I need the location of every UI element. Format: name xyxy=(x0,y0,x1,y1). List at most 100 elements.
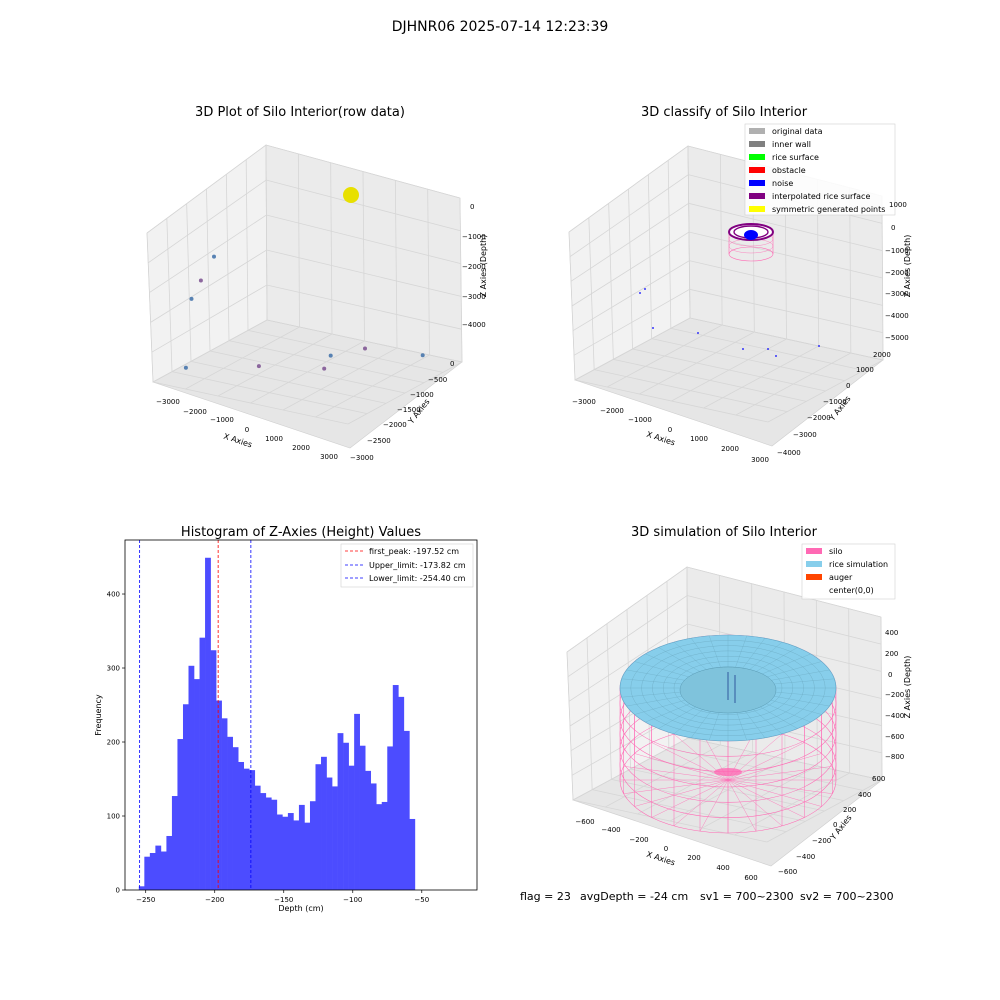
p1-xtick-0: −3000 xyxy=(156,398,180,406)
legend-silo: silo xyxy=(829,547,843,556)
hist-bar xyxy=(293,820,300,890)
panel4-zticks: 400 200 0 −200 −400 −600 −800 xyxy=(885,629,904,761)
p4-ytick-2: 200 xyxy=(843,806,856,814)
grid-line xyxy=(166,218,173,372)
legend-first-peak: first_peak: -197.52 cm xyxy=(369,547,459,556)
p4-ztick-2: 0 xyxy=(888,671,892,679)
p2-ytick-2: 0 xyxy=(846,382,850,390)
grid-line xyxy=(347,361,463,425)
grid-line xyxy=(639,331,755,395)
p2-xtick-1: −2000 xyxy=(600,407,624,415)
p4-xtick-1: −400 xyxy=(601,826,620,834)
noise-point xyxy=(818,345,820,347)
hist-bar xyxy=(249,770,256,890)
hist-bar xyxy=(194,679,200,890)
grid-line xyxy=(297,153,300,328)
p4-ytick-3: 0 xyxy=(833,821,837,829)
p4-ztick-1: 200 xyxy=(885,650,898,658)
legend-swatch-rice-simulation xyxy=(806,561,822,567)
p2-ztick-5: −4000 xyxy=(885,312,909,320)
grid-line xyxy=(605,744,721,808)
hist-bar xyxy=(210,650,217,890)
panel1-grid xyxy=(146,144,463,425)
silo-spoke xyxy=(727,779,783,827)
p4-ytick-5: −400 xyxy=(796,853,815,861)
panel1-points xyxy=(183,254,425,371)
panel1-surface-cluster xyxy=(343,187,359,203)
grid-line xyxy=(151,284,462,353)
hist-bar xyxy=(149,853,156,890)
grid-line xyxy=(206,188,211,352)
hist-xlabel: Depth (cm) xyxy=(278,904,323,913)
scatter-point xyxy=(183,365,188,370)
panel4-center-mark xyxy=(714,768,742,776)
p2-zlabel: Z Axies (Depth) xyxy=(903,235,912,298)
hist-ytick-label: 400 xyxy=(107,591,120,599)
scatter-point xyxy=(189,296,194,301)
grid-line xyxy=(767,359,884,423)
p4-ztick-4: −400 xyxy=(885,712,904,720)
grid-line xyxy=(735,352,852,416)
panel-simulation-3d: 3D simulation of Silo Interior silo rice… xyxy=(566,525,912,882)
panel-raw-3d: 3D Plot of Silo Interior(row data) −3000… xyxy=(146,105,488,462)
hist-bar xyxy=(166,835,173,890)
p1-ytick-5: −2500 xyxy=(367,437,391,445)
p4-xtick-3: 0 xyxy=(664,845,668,853)
hist-bar xyxy=(354,713,360,890)
silo-spoke xyxy=(651,742,729,781)
hist-bar xyxy=(260,793,267,890)
p1-ytick-6: −3000 xyxy=(350,454,374,462)
hist-xtick-label: −150 xyxy=(274,896,293,904)
p4-ytick-0: 600 xyxy=(872,775,885,783)
grid-line xyxy=(570,202,883,282)
legend-center: center(0,0) xyxy=(829,586,874,595)
legend-swatch-original xyxy=(749,128,765,134)
p2-ytick-1: 1000 xyxy=(856,366,874,374)
silo-spoke xyxy=(634,753,729,781)
p2-ztick-2: −1000 xyxy=(885,247,909,255)
panel1-xticks: −3000 −2000 −1000 0 1000 2000 3000 xyxy=(156,398,338,461)
hist-bar xyxy=(227,736,233,890)
panel4-rice-surface xyxy=(619,634,837,742)
hist-bar xyxy=(243,768,250,890)
noise-point xyxy=(742,348,744,350)
grid-line xyxy=(146,144,461,234)
panel-histogram: Histogram of Z-Axies (Height) Values −25… xyxy=(94,525,478,913)
hist-bar xyxy=(138,886,145,890)
silo-spoke xyxy=(727,753,822,781)
grid-line xyxy=(572,260,883,332)
hist-bar xyxy=(326,777,333,890)
p2-xtick-4: 1000 xyxy=(690,435,708,443)
grid-line xyxy=(330,162,333,335)
grid-line xyxy=(217,333,333,397)
p4-ztick-0: 400 xyxy=(885,629,898,637)
scatter-point xyxy=(328,353,333,358)
legend-swatch-symmetric xyxy=(749,206,765,212)
suptitle: DJHNR06 2025-07-14 12:23:39 xyxy=(392,19,609,35)
p1-ytick-2: −1000 xyxy=(410,391,434,399)
grid-line xyxy=(185,326,300,390)
p2-xtick-6: 3000 xyxy=(751,456,769,464)
grid-line xyxy=(566,566,882,653)
silo-spoke xyxy=(727,742,805,781)
footer-sv2: sv2 = 700~2300 xyxy=(800,890,894,903)
hist-ytick-label: 100 xyxy=(107,813,120,821)
grid-line xyxy=(245,159,249,331)
legend-swatch-silo xyxy=(806,548,822,554)
p1-ztick-2: −2000 xyxy=(462,263,486,271)
p2-ytick-6: −4000 xyxy=(777,449,801,457)
panel2-noise-points xyxy=(639,288,820,357)
panel2-xticks: −3000 −2000 −1000 0 1000 2000 3000 xyxy=(572,398,769,464)
scatter-point xyxy=(420,353,425,358)
grid-line xyxy=(394,180,398,349)
silo-spoke xyxy=(623,766,729,781)
p2-ytick-5: −3000 xyxy=(793,431,817,439)
hist-bar xyxy=(398,696,405,890)
noise-point xyxy=(639,292,641,294)
hist-xticks: −250 −200 −150 −100 −50 xyxy=(136,890,429,904)
grid-line xyxy=(567,595,882,677)
hist-bar xyxy=(205,557,211,890)
grid-line xyxy=(362,171,365,342)
panel4-legend: silo rice simulation auger center(0,0) xyxy=(801,543,896,600)
silo-spoke xyxy=(673,779,729,827)
